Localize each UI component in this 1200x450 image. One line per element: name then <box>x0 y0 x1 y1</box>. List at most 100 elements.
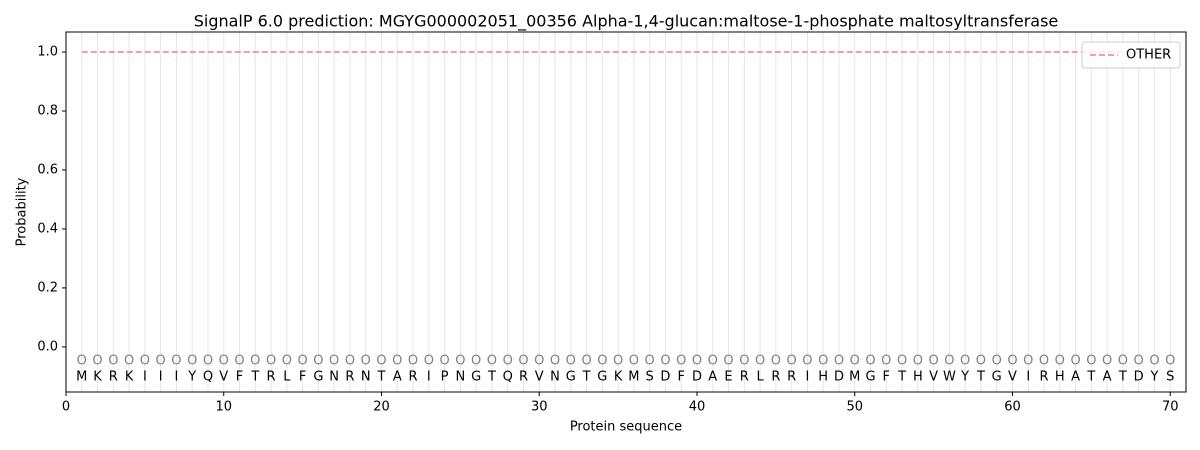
prediction-label: O <box>1070 354 1080 369</box>
prediction-label: O <box>676 354 686 369</box>
residue-label: K <box>93 370 102 385</box>
residue-label: H <box>913 370 923 385</box>
prediction-label: O <box>1118 354 1128 369</box>
prediction-label: O <box>771 354 781 369</box>
residue-label: F <box>299 370 306 385</box>
y-tick-label: 1.0 <box>37 45 58 60</box>
prediction-label: O <box>329 354 339 369</box>
prediction-label: O <box>424 354 434 369</box>
residue-label: G <box>471 370 481 385</box>
prediction-label: O <box>865 354 875 369</box>
legend-box <box>1081 41 1181 69</box>
x-axis-label: Protein sequence <box>570 420 682 435</box>
residue-label: R <box>740 370 749 385</box>
prediction-label: O <box>234 354 244 369</box>
prediction-label: O <box>313 354 323 369</box>
x-tick-label: 0 <box>62 400 70 415</box>
prediction-label: O <box>203 354 213 369</box>
prediction-label: O <box>219 354 229 369</box>
residue-label: R <box>1040 370 1049 385</box>
residue-label: V <box>1008 370 1017 385</box>
prediction-label: O <box>613 354 623 369</box>
residue-label: A <box>1103 370 1112 385</box>
prediction-label: O <box>629 354 639 369</box>
x-tick-label: 20 <box>373 400 390 415</box>
residue-label: T <box>487 370 496 385</box>
residue-label: D <box>834 370 844 385</box>
prediction-label: O <box>723 354 733 369</box>
residue-label: M <box>849 370 860 385</box>
prediction-label: O <box>408 354 418 369</box>
prediction-label: O <box>645 354 655 369</box>
prediction-label: O <box>897 354 907 369</box>
residue-label: G <box>313 370 323 385</box>
prediction-label: O <box>266 354 276 369</box>
residue-label: L <box>756 370 764 385</box>
residue-label: D <box>1134 370 1144 385</box>
residue-label: S <box>646 370 654 385</box>
prediction-label: O <box>455 354 465 369</box>
prediction-label: O <box>187 354 197 369</box>
residue-label: M <box>76 370 87 385</box>
x-tick-label: 10 <box>215 400 232 415</box>
prediction-label: O <box>802 354 812 369</box>
residue-label: V <box>929 370 938 385</box>
residue-label: M <box>628 370 639 385</box>
residue-label: I <box>427 370 431 385</box>
residue-label: T <box>976 370 985 385</box>
prediction-label: O <box>250 354 260 369</box>
prediction-label: O <box>566 354 576 369</box>
residue-label: E <box>724 370 732 385</box>
residue-label: R <box>771 370 780 385</box>
residue-label: G <box>992 370 1002 385</box>
prediction-label: O <box>503 354 513 369</box>
residue-label: N <box>455 370 465 385</box>
residue-label: P <box>441 370 449 385</box>
prediction-label: O <box>439 354 449 369</box>
residue-label: Q <box>203 370 213 385</box>
residue-label: H <box>818 370 828 385</box>
prediction-label: O <box>1039 354 1049 369</box>
prediction-label: O <box>298 354 308 369</box>
residue-label: R <box>787 370 796 385</box>
residue-label: I <box>143 370 147 385</box>
y-tick-label: 0.4 <box>37 221 58 236</box>
prediction-label: O <box>1023 354 1033 369</box>
y-tick-label: 0.2 <box>37 280 58 295</box>
residue-label: N <box>361 370 371 385</box>
residue-label: K <box>614 370 623 385</box>
prediction-label: O <box>487 354 497 369</box>
residue-label: G <box>865 370 875 385</box>
prediction-label: O <box>518 354 528 369</box>
prediction-label: O <box>534 354 544 369</box>
residue-label: N <box>550 370 560 385</box>
residue-label: T <box>1086 370 1095 385</box>
y-tick-label: 0.0 <box>37 339 58 354</box>
residue-label: F <box>677 370 684 385</box>
prediction-label: O <box>282 354 292 369</box>
x-tick-label: 40 <box>689 400 706 415</box>
prediction-label: O <box>692 354 702 369</box>
residue-label: A <box>393 370 402 385</box>
residue-label: Y <box>1149 370 1158 385</box>
prediction-label: O <box>708 354 718 369</box>
prediction-label: O <box>550 354 560 369</box>
prediction-label: O <box>1007 354 1017 369</box>
residue-label: R <box>409 370 418 385</box>
prediction-label: O <box>392 354 402 369</box>
residue-label: A <box>708 370 717 385</box>
prediction-label: O <box>77 354 87 369</box>
prediction-label: O <box>944 354 954 369</box>
residue-label: A <box>1071 370 1080 385</box>
residue-label: V <box>535 370 544 385</box>
chart-title: SignalP 6.0 prediction: MGYG000002051_00… <box>194 12 1059 32</box>
residue-label: Y <box>187 370 196 385</box>
residue-label: Q <box>503 370 513 385</box>
residue-label: I <box>159 370 163 385</box>
prediction-label: O <box>92 354 102 369</box>
residue-label: F <box>883 370 890 385</box>
prediction-label: O <box>928 354 938 369</box>
prediction-label: O <box>834 354 844 369</box>
residue-label: D <box>692 370 702 385</box>
residue-label: G <box>597 370 607 385</box>
